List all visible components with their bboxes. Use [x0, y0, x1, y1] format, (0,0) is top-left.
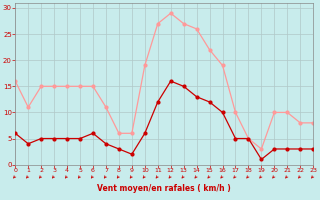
X-axis label: Vent moyen/en rafales ( km/h ): Vent moyen/en rafales ( km/h ): [97, 184, 231, 193]
